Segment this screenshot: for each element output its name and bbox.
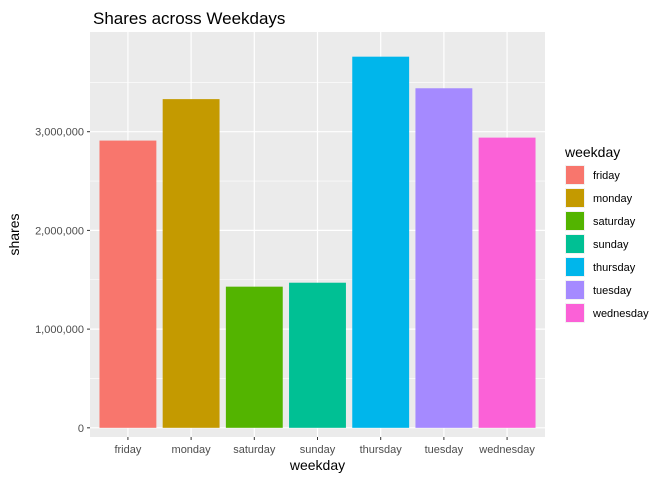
bar-tuesday [415, 88, 473, 428]
chart-title: Shares across Weekdays [93, 9, 285, 28]
y-tick-label: 1,000,000 [35, 324, 84, 336]
legend-swatch-thursday [566, 258, 584, 276]
legend-label: tuesday [593, 285, 632, 297]
legend-swatch-monday [566, 189, 584, 207]
bar-monday [162, 99, 220, 428]
bar-thursday [352, 56, 410, 428]
legend: weekday friday monday saturday sunday thursd… [564, 144, 649, 323]
x-tick-label: monday [172, 444, 212, 456]
y-axis: 0 1,000,000 2,000,000 3,000,000 [35, 127, 90, 435]
bar-saturday [225, 286, 283, 428]
bar-wednesday [478, 137, 536, 428]
legend-label: thursday [593, 262, 636, 274]
x-axis: friday monday saturday sunday thursday tuesda… [114, 437, 535, 456]
legend-label: friday [593, 170, 620, 182]
legend-label: wednesday [592, 308, 649, 320]
bars [99, 56, 536, 428]
x-tick-label: wednesday [478, 444, 535, 456]
x-tick-label: friday [114, 444, 141, 456]
legend-label: monday [593, 193, 633, 205]
legend-swatch-wednesday [566, 304, 584, 322]
x-tick-label: thursday [360, 444, 403, 456]
x-tick-label: tuesday [425, 444, 464, 456]
x-tick-label: sunday [300, 444, 336, 456]
legend-swatch-friday [566, 166, 584, 184]
y-tick-label: 2,000,000 [35, 225, 84, 237]
bar-friday [99, 140, 157, 428]
x-axis-title: weekday [289, 457, 345, 473]
legend-swatch-sunday [566, 235, 584, 253]
y-axis-title: shares [6, 213, 22, 255]
x-tick-label: saturday [233, 444, 276, 456]
y-tick-label: 3,000,000 [35, 127, 84, 139]
y-tick-label: 0 [78, 423, 84, 435]
legend-label: sunday [593, 239, 629, 251]
legend-label: saturday [593, 216, 636, 228]
bar-sunday [289, 282, 346, 428]
legend-swatch-tuesday [566, 281, 584, 299]
legend-swatch-saturday [566, 212, 584, 230]
legend-title: weekday [564, 144, 620, 160]
